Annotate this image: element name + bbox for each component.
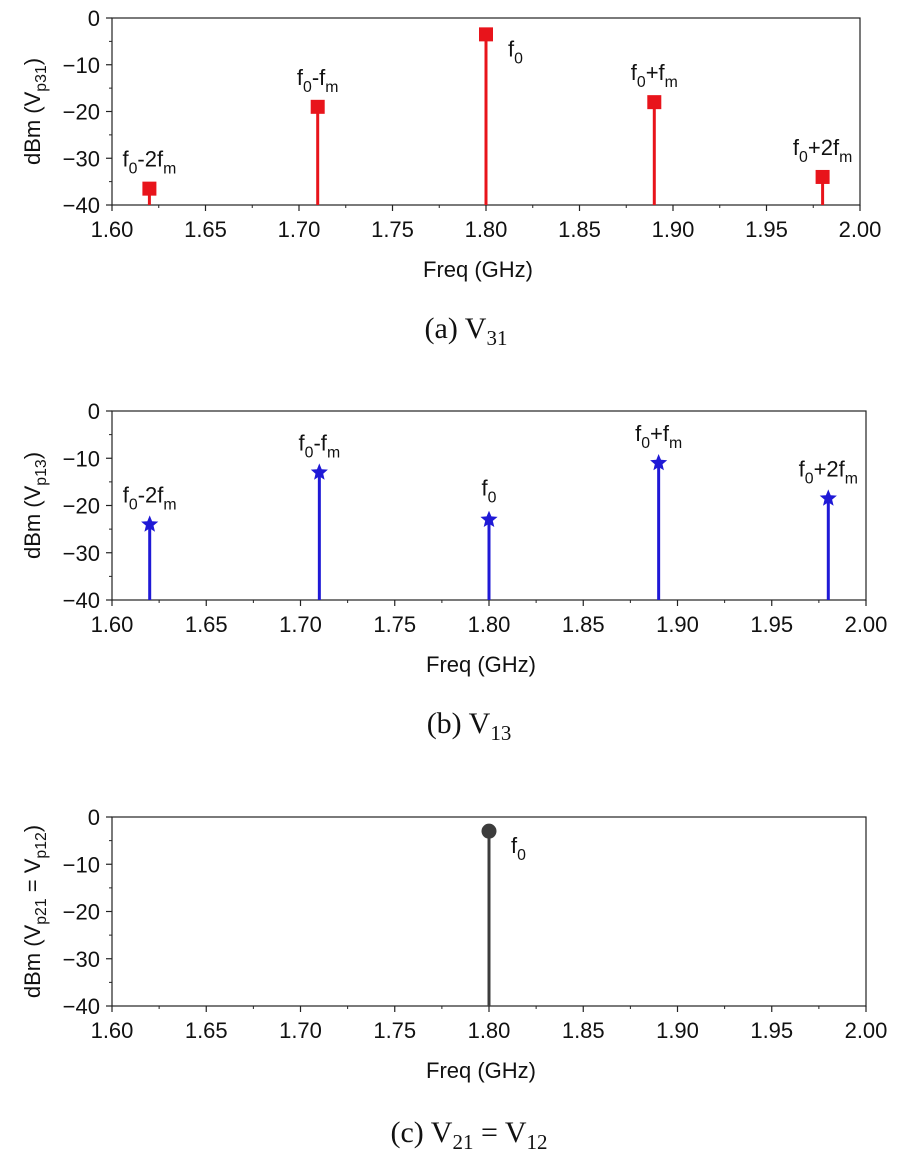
y-tick-label: 0 — [88, 399, 100, 424]
figure-caption: (b) V13​ — [427, 707, 512, 745]
y-tick-label: −30 — [63, 146, 100, 171]
x-tick-label: 1.60 — [91, 1018, 134, 1043]
x-tick-label: 1.70 — [278, 217, 321, 242]
y-axis-title: dBm (Vp21​ = Vp12​) — [20, 825, 50, 998]
square-marker — [815, 169, 830, 184]
x-axis-title: Freq (GHz) — [426, 1058, 536, 1083]
peak-label: f0​-fm​ — [297, 65, 339, 96]
x-axis-title: Freq (GHz) — [423, 257, 533, 282]
y-tick-label: −30 — [63, 947, 100, 972]
x-tick-label: 1.75 — [373, 1018, 416, 1043]
y-tick-label: −20 — [63, 494, 100, 519]
peak-label: f0​-fm​ — [299, 430, 341, 461]
x-tick-label: 1.65 — [185, 1018, 228, 1043]
y-tick-label: −10 — [63, 53, 100, 78]
x-tick-label: 2.00 — [839, 217, 882, 242]
square-marker — [647, 95, 662, 110]
y-tick-label: −30 — [63, 541, 100, 566]
figure-caption: (c) V21​ = V12​ — [391, 1116, 548, 1154]
y-tick-label: 0 — [88, 805, 100, 830]
square-marker — [142, 181, 157, 196]
x-tick-label: 1.60 — [91, 217, 134, 242]
y-axis-title: dBm (Vp13​) — [20, 452, 50, 559]
peak-label: f0​-2fm​ — [122, 147, 176, 178]
x-tick-label: 1.85 — [562, 1018, 605, 1043]
x-tick-label: 2.00 — [845, 1018, 888, 1043]
x-tick-label: 1.85 — [558, 217, 601, 242]
x-axis-title: Freq (GHz) — [426, 652, 536, 677]
peak-label: f0​+2fm​ — [799, 456, 858, 487]
x-tick-label: 1.90 — [656, 1018, 699, 1043]
y-tick-label: 0 — [88, 6, 100, 31]
x-tick-label: 1.70 — [279, 1018, 322, 1043]
y-tick-label: −10 — [63, 446, 100, 471]
chart-panel: 1.60 1.65 1.70 1.75 1.80 1.85 1.90 1.95 2.00 0 −10… — [20, 805, 887, 1154]
star-marker — [650, 454, 668, 471]
x-tick-label: 1.85 — [562, 612, 605, 637]
square-marker — [479, 27, 493, 42]
star-marker — [819, 489, 837, 506]
x-tick-label: 1.60 — [91, 612, 134, 637]
star-marker — [480, 510, 498, 527]
square-marker — [310, 99, 325, 114]
x-tick-label: 1.65 — [185, 612, 228, 637]
x-tick-label: 1.70 — [279, 612, 322, 637]
peak-label: f0​-2fm​ — [123, 482, 177, 513]
y-tick-label: −20 — [63, 900, 100, 925]
x-tick-label: 1.80 — [468, 1018, 511, 1043]
peak-label: f0​+2fm​ — [793, 135, 852, 166]
x-tick-label: 1.80 — [465, 217, 508, 242]
peak-label: f0​ — [511, 833, 526, 864]
x-tick-label: 2.00 — [845, 612, 888, 637]
y-tick-label: −40 — [63, 588, 100, 613]
x-tick-label: 1.95 — [745, 217, 788, 242]
x-tick-label: 1.75 — [373, 612, 416, 637]
y-axis-title: dBm (Vp31​) — [20, 58, 50, 165]
x-tick-label: 1.90 — [656, 612, 699, 637]
chart-panel: 1.60 1.65 1.70 1.75 1.80 1.85 1.90 1.95 2.00 0 −10… — [20, 399, 887, 745]
star-marker — [141, 515, 159, 532]
x-tick-label: 1.95 — [750, 1018, 793, 1043]
x-tick-label: 1.75 — [371, 217, 414, 242]
figure-caption: (a) V31​ — [425, 312, 508, 350]
peak-label: f0​ — [482, 476, 497, 507]
x-tick-label: 1.65 — [184, 217, 227, 242]
peak-label: f0​ — [508, 36, 523, 67]
circle-marker — [481, 823, 497, 839]
star-marker — [310, 463, 328, 480]
y-tick-label: −10 — [63, 852, 100, 877]
y-tick-label: −40 — [63, 193, 100, 218]
x-tick-label: 1.90 — [652, 217, 695, 242]
x-tick-label: 1.80 — [468, 612, 511, 637]
y-tick-label: −20 — [63, 100, 100, 125]
x-tick-label: 1.95 — [750, 612, 793, 637]
y-tick-label: −40 — [63, 994, 100, 1019]
peak-label: f0​+fm​ — [635, 421, 682, 452]
peak-label: f0​+fm​ — [631, 60, 678, 91]
chart-panel: 1.60 1.65 1.70 1.75 1.80 1.85 1.90 1.95 2.00 0 −10… — [20, 6, 881, 350]
